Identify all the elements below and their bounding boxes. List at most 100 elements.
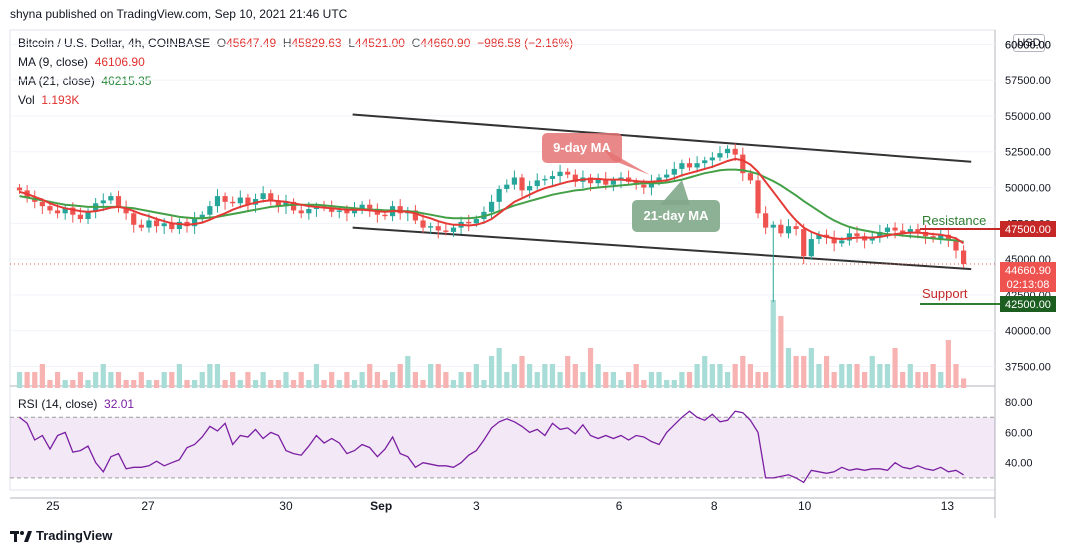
volume-bar (557, 372, 563, 388)
volume-bar (900, 372, 906, 388)
volume-bar (54, 372, 61, 388)
time-tick-label: 6 (616, 499, 623, 513)
high-label: H (282, 36, 292, 50)
ma21-series-line (19, 168, 964, 243)
volume-bar (268, 380, 274, 388)
low-label: L (348, 36, 355, 50)
volume-bar (93, 372, 99, 388)
volume-bar (108, 372, 114, 388)
volume-bar (199, 372, 205, 388)
candle-body (671, 168, 677, 175)
candle-body (709, 157, 715, 161)
volume-bar (747, 364, 754, 388)
candle-body (329, 207, 335, 212)
candle-body (115, 196, 122, 208)
ma21-callout-text: 21-day MA (643, 208, 709, 223)
candle-body (260, 193, 266, 199)
volume-bar (389, 372, 396, 388)
rsi-panel: 80.00 60.00 40.00 (10, 397, 1033, 484)
candle-body (603, 178, 609, 185)
candle-body (169, 223, 175, 230)
candle-body (519, 177, 525, 191)
volume-bar (306, 380, 312, 388)
candle-body (610, 180, 616, 185)
candle-body (108, 196, 114, 201)
volume-bar (785, 348, 792, 388)
candle-body (793, 226, 799, 230)
volume-bar (420, 380, 426, 388)
candle-body (47, 206, 53, 211)
volume-bar (313, 364, 320, 388)
price-axis[interactable]: 60000.00 57500.00 55000.00 52500.00 50000.00… (1005, 39, 1051, 373)
volume-bar (291, 380, 297, 388)
volume-bar (549, 364, 556, 388)
candle-body (785, 226, 792, 234)
volume-bar (648, 372, 655, 388)
time-axis[interactable]: 25 27 30 Sep 3 6 8 10 13 (46, 499, 954, 513)
volume-bar (146, 380, 152, 388)
candle-body (504, 184, 510, 189)
candle-body (778, 224, 784, 234)
volume-bar (610, 372, 616, 388)
chart-legend: Bitcoin / U.S. Dollar, 4h, COINBASE O456… (18, 34, 573, 110)
candle-body (732, 148, 738, 155)
support-label: Support (922, 286, 968, 301)
price-channel (10, 113, 995, 271)
volume-bar (473, 364, 479, 388)
volume-bar (770, 300, 776, 388)
time-tick-label: Sep (370, 499, 392, 513)
volume-bar (397, 364, 403, 388)
candle-body (557, 171, 563, 177)
volume-bar (793, 356, 799, 388)
candle-body (138, 224, 144, 228)
volume-bar (862, 372, 868, 388)
volume-bar (450, 380, 457, 388)
candle-body (16, 187, 23, 191)
ma9-callout-text: 9-day MA (553, 140, 611, 155)
volume-bar (656, 372, 662, 388)
currency-button[interactable]: USD (1013, 34, 1045, 52)
ma21-callout-pointer (660, 180, 690, 205)
candle-body (192, 219, 198, 227)
volume-bar (960, 378, 967, 388)
candle-body (77, 214, 84, 220)
candle-body (222, 196, 228, 202)
volume-bar (359, 372, 365, 388)
candle-body (359, 204, 365, 209)
volume-bar (222, 380, 228, 388)
volume-bar (138, 372, 144, 388)
volume-bar (907, 364, 913, 388)
candle-body (724, 148, 731, 154)
ma9-legend-row: MA (9, close) 46106.90 (18, 53, 573, 72)
price-tick-label: 52500.00 (1005, 147, 1051, 159)
time-tick-label: 13 (941, 499, 955, 513)
volume-bar (823, 356, 830, 388)
volume-bar (169, 372, 175, 388)
time-tick-label: 10 (798, 499, 812, 513)
candle-body (747, 173, 754, 181)
support-resistance: Resistance Support (920, 213, 1000, 305)
volume-bar (527, 364, 533, 388)
low-value: 44521.00 (354, 36, 405, 50)
candle-body (54, 210, 61, 214)
volume-bar (930, 364, 936, 388)
footer-brand[interactable]: TradingView (10, 528, 112, 543)
candle-body (808, 239, 814, 257)
volume-bar (732, 364, 738, 388)
candle-body (351, 209, 358, 214)
candle-body (595, 178, 601, 184)
candle-body (412, 210, 419, 221)
volume-bar (260, 372, 266, 388)
candle-body (428, 226, 434, 228)
candle-body (960, 250, 967, 264)
volume-bar (382, 380, 388, 388)
resistance-tag-text: 47500.00 (1005, 224, 1051, 236)
volume-bar (85, 380, 91, 388)
ma9-series-line (19, 157, 965, 245)
close-label: C (411, 36, 421, 50)
candle-body (884, 227, 891, 232)
rsi-legend: RSI (14, close) 32.01 (18, 397, 134, 411)
ma9-legend-label: MA (9, close) (18, 55, 89, 69)
volume-bar (717, 364, 723, 388)
